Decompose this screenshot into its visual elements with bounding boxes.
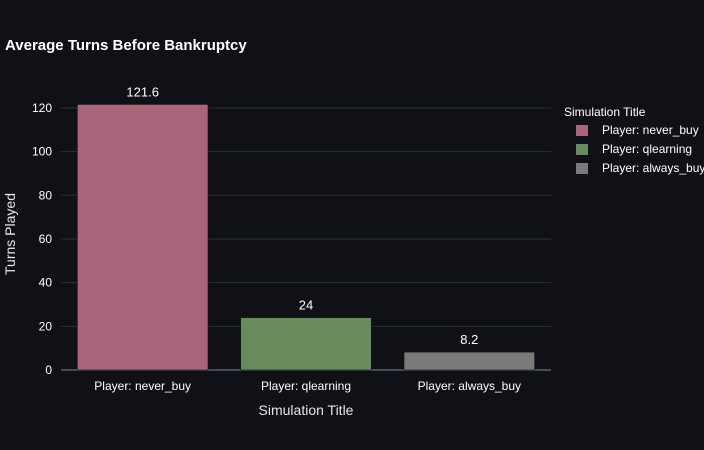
legend-item-label: Player: always_buy	[602, 161, 704, 175]
y-tick-label: 120	[32, 101, 52, 115]
y-tick-label: 100	[32, 145, 52, 159]
y-tick-label: 40	[39, 276, 53, 290]
legend: Simulation Title Player: never_buy Player…	[564, 105, 704, 175]
bar-value-label: 24	[299, 298, 313, 313]
x-tick-label: Player: never_buy	[94, 379, 191, 393]
x-axis-ticks: Player: never_buy Player: qlearning Player…	[94, 379, 521, 393]
y-axis-title: Turns Played	[2, 193, 18, 275]
y-tick-label: 0	[45, 363, 52, 377]
x-tick-label: Player: qlearning	[261, 379, 351, 393]
legend-swatch	[576, 163, 588, 174]
bar-value-label: 121.6	[126, 84, 159, 99]
legend-swatch	[576, 125, 588, 136]
legend-item-label: Player: qlearning	[602, 142, 692, 156]
bar-0	[77, 104, 209, 371]
chart-title: Average Turns Before Bankruptcy	[5, 37, 247, 54]
x-axis-title: Simulation Title	[259, 402, 354, 418]
y-tick-label: 60	[39, 232, 53, 246]
bar-2	[403, 351, 535, 371]
bar-1	[240, 317, 372, 371]
x-tick-label: Player: always_buy	[418, 379, 521, 393]
legend-swatch	[576, 144, 588, 155]
bars: 121.6 24 8.2	[77, 84, 535, 371]
y-axis-ticks: 0 20 40 60 80 100 120	[32, 101, 52, 377]
legend-title: Simulation Title	[564, 105, 646, 119]
bar-value-label: 8.2	[460, 332, 478, 347]
y-tick-label: 80	[39, 188, 53, 202]
legend-item-label: Player: never_buy	[602, 123, 699, 137]
y-tick-label: 20	[39, 319, 53, 333]
